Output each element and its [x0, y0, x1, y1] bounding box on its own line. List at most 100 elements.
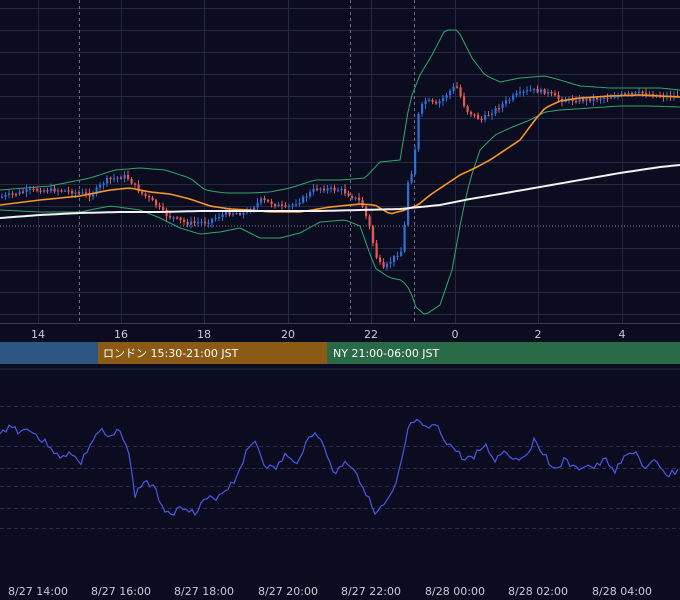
candle-body	[85, 192, 88, 194]
x-tick-label: 14	[31, 328, 45, 341]
candle-body	[46, 190, 49, 192]
candle-body	[43, 190, 46, 192]
candle-body	[92, 193, 95, 197]
candle-body	[438, 101, 441, 104]
candle-body	[596, 98, 599, 100]
candle-body	[113, 178, 116, 180]
candle-body	[204, 221, 207, 224]
candle-body	[662, 96, 665, 98]
candle-body	[71, 190, 74, 194]
candle-body	[305, 196, 308, 198]
candle-body	[179, 217, 182, 221]
candle-body	[624, 93, 627, 95]
candle-body	[491, 113, 494, 116]
candle-body	[193, 221, 196, 223]
x-tick-label: 18	[197, 328, 211, 341]
candle-body	[277, 204, 280, 207]
candle-body	[498, 108, 501, 110]
candle-body	[606, 97, 609, 99]
moving-average-short-line	[0, 94, 680, 215]
candle-body	[480, 118, 483, 121]
candle-body	[141, 191, 144, 194]
x-tick-label: 8/27 18:00	[174, 585, 234, 598]
candle-body	[106, 177, 109, 184]
candle-body	[172, 217, 175, 219]
candle-body	[169, 216, 172, 218]
candle-body	[60, 190, 63, 192]
candle-body	[235, 213, 238, 215]
candle-body	[78, 192, 81, 194]
candle-body	[431, 99, 434, 102]
candle-body	[340, 188, 343, 191]
candle-body	[515, 93, 518, 96]
candle-body	[473, 114, 476, 116]
candle-body	[543, 89, 546, 94]
bollinger-bands	[0, 29, 680, 315]
candle-body	[53, 188, 56, 192]
candle-body	[127, 174, 130, 179]
candle-body	[330, 187, 333, 189]
price-x-axis: 14 16 18 20 22 0 2 4	[31, 328, 626, 341]
candle-body	[456, 86, 459, 88]
x-tick-label: 20	[281, 328, 295, 341]
candle-body	[267, 200, 270, 202]
candle-body	[284, 205, 287, 207]
candle-body	[29, 188, 32, 190]
candle-body	[379, 257, 382, 263]
x-tick-label: 16	[114, 328, 128, 341]
candle-body	[442, 97, 445, 102]
candle-body	[302, 196, 305, 203]
price-grid	[0, 0, 680, 323]
candle-body	[95, 187, 98, 194]
candle-body	[396, 255, 399, 258]
candle-body	[333, 187, 336, 191]
candle-body	[494, 108, 497, 114]
candle-body	[414, 149, 417, 175]
candle-body	[589, 98, 592, 101]
candle-body	[631, 92, 634, 95]
candle-body	[337, 190, 340, 192]
candle-body	[347, 193, 350, 196]
candle-body	[134, 183, 137, 185]
candle-body	[148, 196, 151, 198]
candle-body	[445, 95, 448, 98]
x-tick-label: 8/28 02:00	[508, 585, 568, 598]
candle-body	[358, 197, 361, 201]
candle-body	[22, 191, 25, 193]
candle-body	[151, 197, 154, 201]
candle-body	[326, 188, 329, 191]
candle-body	[99, 184, 102, 188]
candle-body	[613, 97, 616, 99]
x-tick-label: 8/27 16:00	[91, 585, 151, 598]
oscillator-grid	[0, 406, 680, 529]
candle-body	[557, 95, 560, 99]
candle-body	[582, 98, 585, 101]
candle-body	[592, 98, 595, 101]
candle-body	[519, 91, 522, 94]
candle-body	[599, 98, 602, 101]
candle-body	[109, 177, 112, 180]
candle-body	[627, 92, 630, 95]
candle-body	[144, 193, 147, 197]
candle-body	[36, 188, 39, 191]
candle-body	[39, 190, 42, 192]
x-tick-label: 8/28 00:00	[425, 585, 485, 598]
candle-body	[8, 193, 11, 195]
candle-body	[221, 214, 224, 218]
candle-body	[232, 213, 235, 215]
candle-body	[214, 217, 217, 220]
candle-body	[32, 188, 35, 190]
candle-body	[484, 115, 487, 120]
candle-body	[130, 178, 133, 184]
candle-body	[298, 202, 301, 205]
candle-body	[554, 93, 557, 96]
candle-body	[424, 100, 427, 104]
candle-body	[288, 205, 291, 207]
candle-body	[64, 190, 67, 192]
candle-body	[218, 217, 221, 219]
candle-body	[200, 221, 203, 224]
oscillator-x-axis: 8/27 14:00 8/27 16:00 8/27 18:00 8/27 20:00…	[8, 585, 652, 598]
candle-body	[529, 89, 532, 91]
moving-average-long-line	[0, 164, 680, 219]
candle-body	[137, 184, 140, 192]
